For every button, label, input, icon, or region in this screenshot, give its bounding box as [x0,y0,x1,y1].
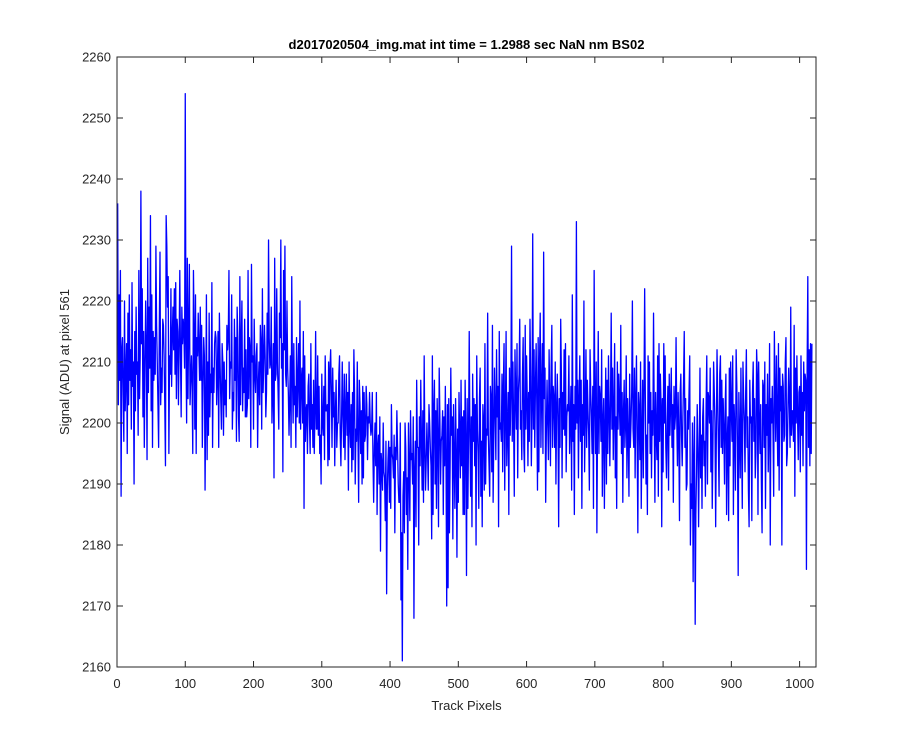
x-tick-label: 100 [174,676,196,691]
x-tick-label: 400 [379,676,401,691]
y-tick-label: 2240 [82,172,111,187]
y-axis-label: Signal (ADU) at pixel 561 [57,289,72,435]
x-tick-label: 700 [584,676,606,691]
x-axis: 0 100 200 300 400 500 600 700 800 900 1000 [113,57,814,691]
y-tick-label: 2160 [82,660,111,675]
y-axis: 2160 2170 2180 2190 2200 2210 2220 2230 2240 2250… [82,50,816,675]
x-tick-label: 0 [113,676,120,691]
x-tick-label: 1000 [785,676,814,691]
x-axis-label: Track Pixels [431,698,502,713]
y-tick-label: 2260 [82,50,111,65]
y-tick-label: 2170 [82,599,111,614]
series-layer [117,92,813,662]
series-line-1 [117,92,813,662]
y-tick-label: 2210 [82,355,111,370]
y-tick-label: 2230 [82,233,111,248]
x-tick-label: 500 [447,676,469,691]
y-tick-label: 2220 [82,294,111,309]
x-tick-label: 600 [516,676,538,691]
x-tick-label: 900 [721,676,743,691]
y-tick-label: 2250 [82,111,111,126]
y-tick-label: 2190 [82,477,111,492]
x-tick-label: 800 [652,676,674,691]
chart-title: d2017020504_img.mat int time = 1.2988 se… [289,37,645,52]
x-tick-label: 200 [243,676,265,691]
x-tick-label: 300 [311,676,333,691]
y-tick-label: 2200 [82,416,111,431]
y-tick-label: 2180 [82,538,111,553]
